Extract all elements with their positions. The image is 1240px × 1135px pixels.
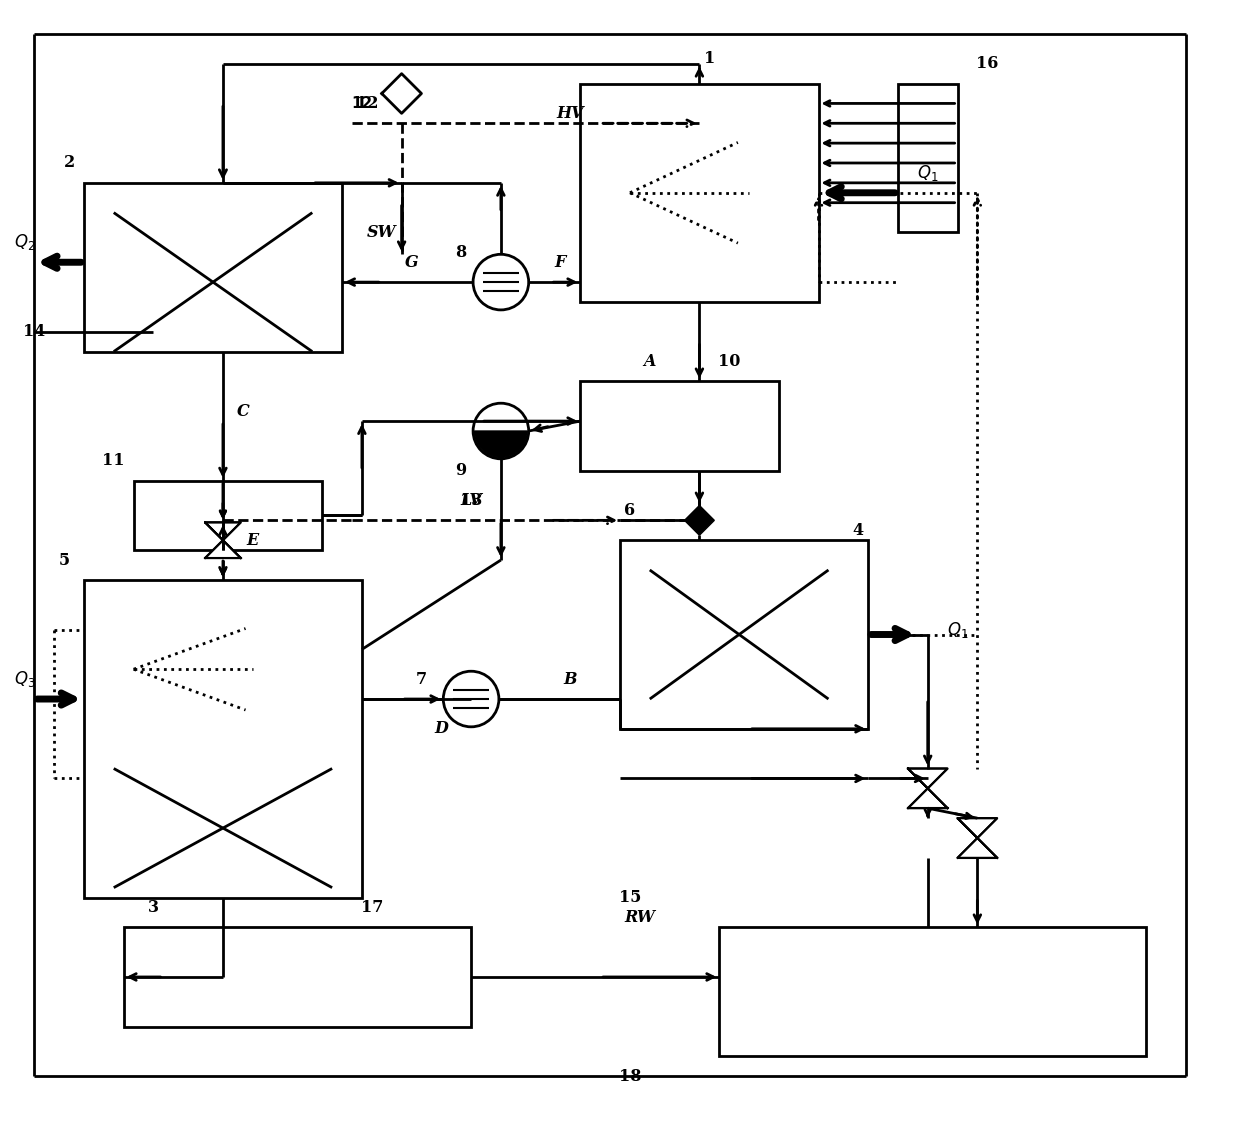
Text: G: G — [404, 254, 418, 271]
Text: $Q_2$: $Q_2$ — [14, 233, 35, 252]
Polygon shape — [908, 768, 947, 789]
Text: $Q_1$: $Q_1$ — [947, 620, 968, 639]
Text: 10: 10 — [718, 353, 740, 370]
Bar — [620, 540, 868, 729]
Polygon shape — [205, 522, 241, 540]
Polygon shape — [957, 818, 997, 838]
Wedge shape — [475, 431, 527, 457]
Text: SW: SW — [367, 224, 397, 241]
Bar — [580, 84, 818, 302]
Text: 6: 6 — [625, 502, 635, 519]
Bar — [134, 480, 322, 550]
Text: 15: 15 — [619, 889, 641, 906]
Text: B: B — [564, 671, 577, 688]
Text: C: C — [237, 403, 249, 420]
Text: 12: 12 — [351, 96, 372, 111]
Text: 9: 9 — [455, 462, 466, 479]
Polygon shape — [684, 505, 714, 536]
Polygon shape — [957, 838, 997, 858]
Text: 14: 14 — [24, 323, 46, 340]
Text: 17: 17 — [361, 899, 383, 916]
Text: 13: 13 — [460, 491, 482, 508]
Bar — [84, 580, 362, 898]
Text: HV: HV — [557, 104, 584, 121]
Text: 7: 7 — [415, 671, 427, 688]
Text: 4: 4 — [853, 522, 864, 539]
Text: LV: LV — [460, 491, 482, 508]
Text: 11: 11 — [103, 452, 125, 469]
Text: RW: RW — [625, 909, 655, 926]
Text: $Q_1$: $Q_1$ — [918, 163, 939, 183]
Text: E: E — [247, 531, 259, 548]
Polygon shape — [205, 540, 241, 558]
Text: F: F — [554, 254, 567, 271]
Text: 16: 16 — [976, 56, 998, 73]
Polygon shape — [908, 789, 947, 808]
Text: $Q_3$: $Q_3$ — [14, 670, 35, 689]
Text: 18: 18 — [619, 1068, 641, 1085]
Bar — [580, 381, 779, 471]
Text: A: A — [644, 353, 656, 370]
Text: D: D — [434, 721, 448, 738]
Text: 5: 5 — [58, 552, 69, 569]
Bar — [84, 183, 342, 352]
Text: 3: 3 — [148, 899, 159, 916]
Text: 1: 1 — [704, 50, 715, 67]
Bar — [719, 927, 1146, 1057]
Text: 12: 12 — [356, 95, 378, 112]
Bar — [898, 84, 957, 233]
Text: 2: 2 — [63, 154, 74, 171]
Bar — [124, 927, 471, 1026]
Text: 8: 8 — [455, 244, 466, 261]
